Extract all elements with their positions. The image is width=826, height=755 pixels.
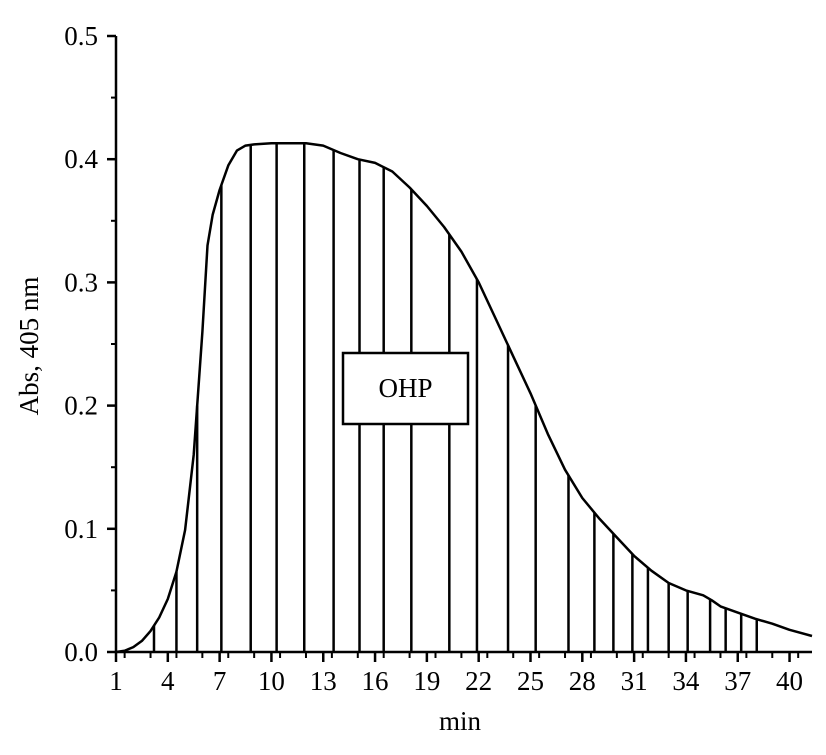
y-axis-title: Abs, 405 nm [14, 277, 44, 416]
y-tick-label: 0.1 [64, 514, 98, 544]
plot-marks [115, 141, 813, 654]
y-tick-label: 0.5 [64, 21, 98, 51]
y-tick-label: 0.3 [64, 267, 98, 297]
x-tick-label: 1 [109, 666, 123, 696]
y-tick-label: 0.4 [64, 144, 98, 174]
x-tick-label: 13 [310, 666, 337, 696]
x-tick-label: 22 [465, 666, 492, 696]
x-ticks: 1 4 7 10 13 16 19 22 25 28 31 34 37 40 [109, 652, 803, 696]
ohp-annotation-label: OHP [378, 373, 432, 403]
absorbance-curve [115, 141, 813, 654]
x-tick-label: 4 [161, 666, 175, 696]
x-tick-label: 34 [672, 666, 700, 696]
y-ticks: 0.0 0.1 0.2 0.3 0.4 0.5 [64, 21, 116, 667]
x-tick-label: 40 [776, 666, 803, 696]
x-axis-title: min [439, 706, 482, 736]
x-tick-label: 7 [213, 666, 227, 696]
x-tick-label: 28 [569, 666, 596, 696]
y-tick-label: 0.2 [64, 391, 98, 421]
x-tick-label: 16 [362, 666, 389, 696]
x-tick-label: 10 [258, 666, 285, 696]
x-tick-label: 37 [724, 666, 751, 696]
y-tick-label: 0.0 [64, 637, 98, 667]
x-tick-label: 31 [621, 666, 648, 696]
ohp-annotation-box [341, 351, 470, 426]
ohp-annotation: OHP [341, 351, 470, 426]
x-tick-label: 19 [413, 666, 440, 696]
x-tick-label: 25 [517, 666, 544, 696]
